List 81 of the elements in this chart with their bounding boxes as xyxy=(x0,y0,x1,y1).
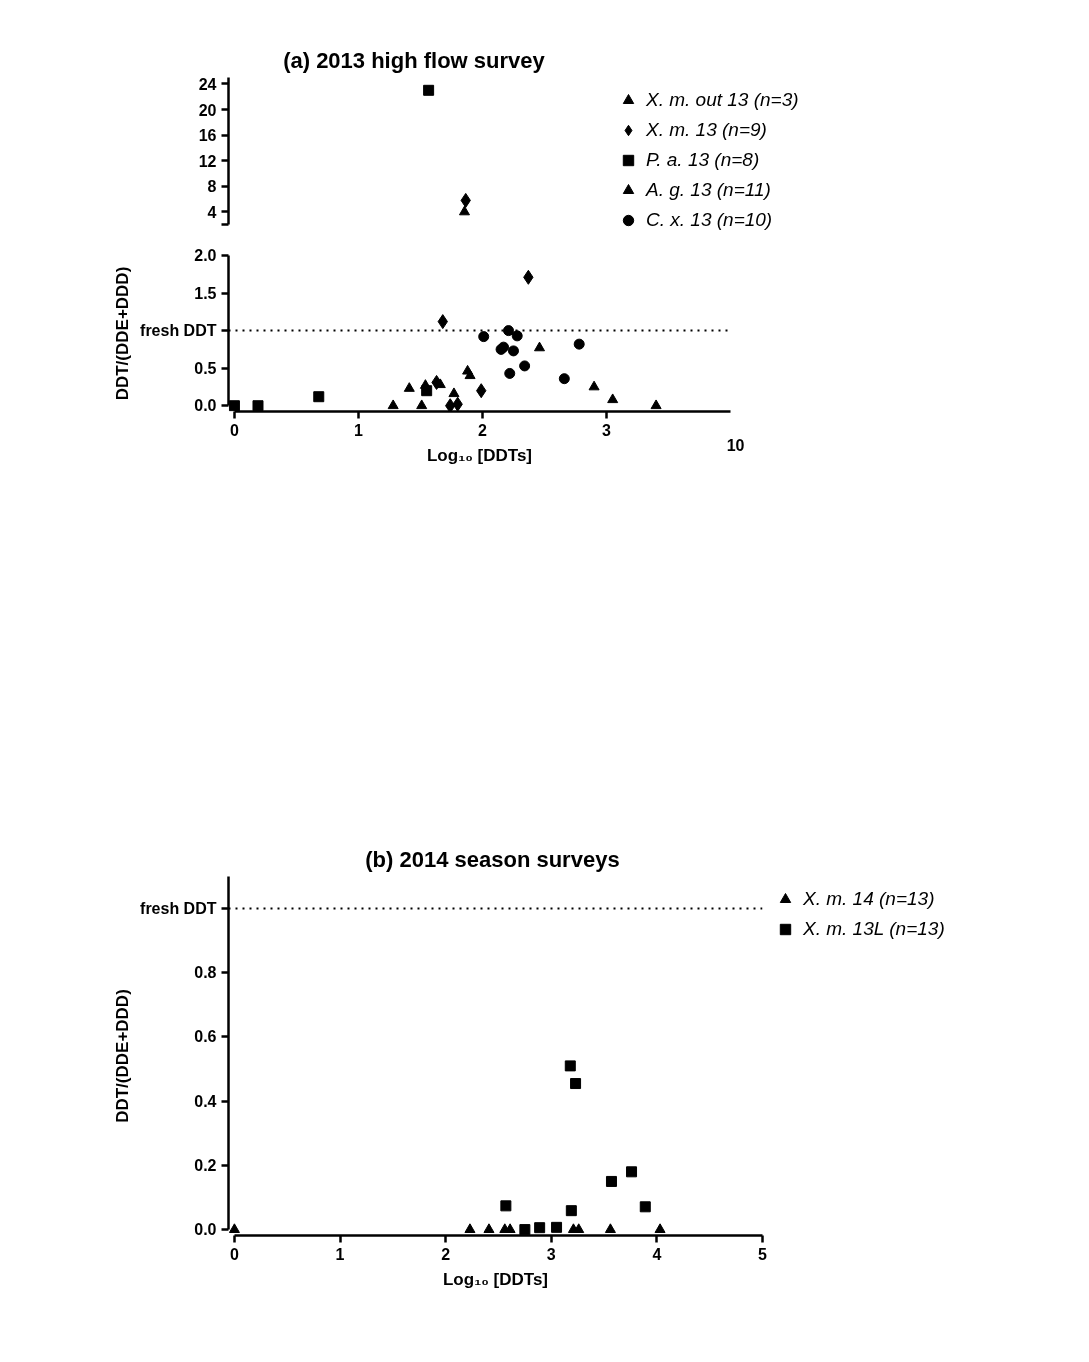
ref-line-label: fresh DDT xyxy=(140,322,217,340)
point xyxy=(423,84,435,96)
point xyxy=(403,382,415,392)
point xyxy=(604,1223,616,1233)
legend-label: P. a. 13 (n=8) xyxy=(646,149,760,171)
y-tick-label: 24 xyxy=(198,75,217,93)
point xyxy=(448,387,460,398)
y-tick-label: 8 xyxy=(207,178,217,196)
point xyxy=(464,369,476,380)
y-tick-label: 0.4 xyxy=(194,1092,217,1110)
x-tick-label: 1 xyxy=(335,1245,345,1263)
legend-label: X. m. 14 (n=13) xyxy=(803,888,935,910)
y-tick-label: 0.0 xyxy=(194,397,217,415)
x-axis-title: Log₁₀ [DDTs] xyxy=(426,445,533,465)
y-tick-label: 16 xyxy=(198,127,217,145)
point xyxy=(519,1224,531,1236)
point xyxy=(416,399,428,410)
point xyxy=(534,341,546,352)
x-tick-label: 1 xyxy=(354,421,363,439)
point xyxy=(511,330,523,342)
legend-label: X. m. out 13 (n=3) xyxy=(646,89,799,111)
chart-title: (a) 2013 high flow survey xyxy=(283,47,546,73)
point xyxy=(434,378,446,389)
x-tick-label: 2 xyxy=(478,421,488,439)
y-tick-label: 20 xyxy=(198,101,217,119)
legend-label: A. g. 13 (n=11) xyxy=(646,179,771,201)
x-tick-label: 3 xyxy=(546,1245,556,1263)
x-tick-label: 4 xyxy=(652,1245,662,1263)
legend-label: X. m. 13L (n=13) xyxy=(803,918,945,940)
point xyxy=(504,367,516,379)
point xyxy=(551,1221,563,1233)
point xyxy=(419,379,431,389)
point xyxy=(534,1222,546,1234)
point xyxy=(607,393,619,404)
y-tick-label: 4 xyxy=(207,203,217,221)
y-tick-label: 0.0 xyxy=(194,1221,217,1239)
point xyxy=(387,399,399,410)
point xyxy=(564,1060,576,1072)
y-tick-label: 0.5 xyxy=(194,359,217,377)
x-axis-title: Log₁₀ [DDTs] xyxy=(442,1269,549,1289)
y-axis-title: DDT/(DDE+DDD) xyxy=(113,266,133,401)
y-axis-title: DDT/(DDE+DDD) xyxy=(113,989,133,1123)
x-tick-label: 3 xyxy=(602,421,612,439)
point xyxy=(445,398,456,412)
point xyxy=(228,1223,240,1233)
y-tick-label: 2.0 xyxy=(194,247,217,264)
point xyxy=(313,391,325,403)
point xyxy=(639,1201,651,1213)
point xyxy=(558,373,570,385)
point xyxy=(507,345,519,357)
point xyxy=(605,1175,617,1187)
y-tick-label: 0.6 xyxy=(194,1028,217,1046)
point xyxy=(478,331,490,343)
y-tick-label: 0.8 xyxy=(194,964,217,982)
text: 10 xyxy=(726,436,745,454)
point xyxy=(252,400,264,412)
ref-line-label: fresh DDT xyxy=(140,900,217,918)
y-tick-label: 1.5 xyxy=(194,284,217,302)
x-tick-label: 0 xyxy=(229,421,239,439)
point xyxy=(458,205,470,216)
legend-label: X. m. 13 (n=9) xyxy=(646,119,767,141)
point xyxy=(654,1223,666,1233)
point xyxy=(570,1078,582,1090)
point xyxy=(650,399,662,410)
point xyxy=(565,1205,577,1217)
y-tick-label: 0.2 xyxy=(194,1156,217,1174)
point xyxy=(503,325,515,337)
x-tick-label: 0 xyxy=(229,1245,239,1263)
x-tick-label: 2 xyxy=(441,1245,451,1263)
x-tick-label: 5 xyxy=(758,1245,768,1263)
chart-title: (b) 2014 season surveys xyxy=(365,846,620,872)
legend-label: C. x. 13 (n=10) xyxy=(646,209,773,231)
point xyxy=(500,1200,512,1212)
point xyxy=(483,1223,495,1233)
point xyxy=(228,400,240,412)
point xyxy=(519,360,531,372)
point xyxy=(573,338,585,350)
point xyxy=(626,1166,638,1178)
point xyxy=(588,380,600,391)
point xyxy=(464,1223,476,1233)
y-tick-label: 12 xyxy=(198,152,217,170)
